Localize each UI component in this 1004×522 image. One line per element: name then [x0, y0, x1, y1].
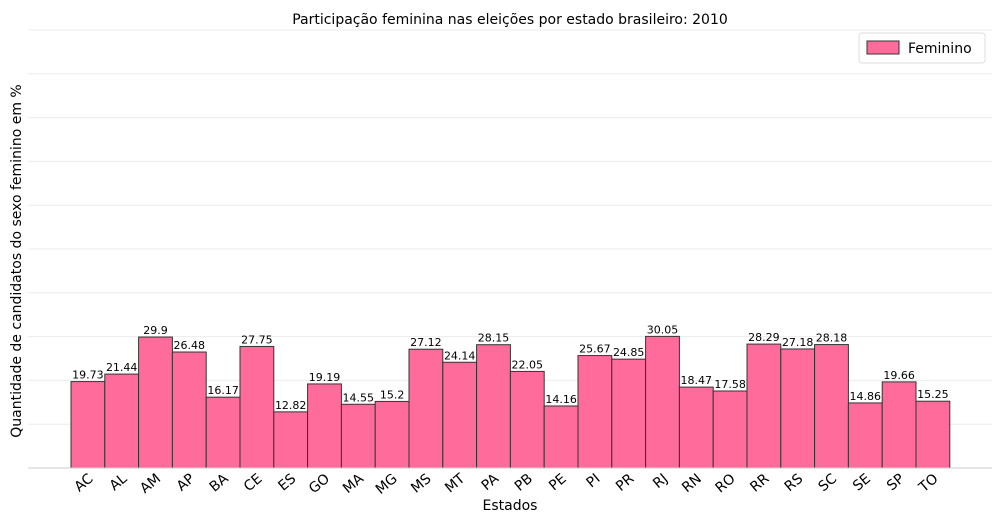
x-tick-label-sp: SP	[884, 471, 908, 494]
x-tick-label-es: ES	[275, 471, 299, 495]
x-tick-label-ap: AP	[174, 471, 198, 495]
x-tick-label-mg: MG	[373, 471, 401, 498]
legend-swatch	[866, 40, 900, 55]
x-tick-label-mt: MT	[442, 471, 468, 497]
x-tick-label-go: GO	[306, 471, 333, 497]
bar-am	[138, 336, 173, 469]
data-label-se: 14.86	[850, 390, 882, 403]
x-tick-label-rs: RS	[782, 471, 807, 495]
data-label-ro: 17.58	[714, 378, 746, 391]
data-label-pi: 25.67	[579, 343, 611, 356]
data-label-go: 19.19	[309, 371, 341, 384]
bar-rj	[645, 335, 680, 469]
x-tick-label-ce: CE	[241, 471, 266, 495]
data-label-to: 15.25	[917, 388, 949, 401]
bar-es	[273, 411, 309, 469]
legend-label: Feminino	[908, 41, 972, 57]
data-label-am: 29.9	[143, 324, 168, 337]
data-labels-group: 19.7321.4429.926.4816.1727.7512.8219.191…	[72, 323, 949, 411]
data-label-ms: 27.12	[410, 336, 442, 349]
data-label-es: 12.82	[275, 399, 307, 412]
x-tick-label-pb: PB	[512, 471, 536, 495]
bar-mt	[442, 361, 478, 469]
bar-ba	[205, 396, 241, 469]
bar-ac	[70, 381, 106, 469]
chart-title: Participação feminina nas eleições por e…	[292, 12, 728, 28]
data-label-ap: 26.48	[174, 339, 206, 352]
x-tick-label-pe: PE	[546, 471, 570, 494]
bar-al	[104, 373, 140, 469]
data-label-ac: 19.73	[72, 369, 104, 382]
x-tick-label-se: SE	[850, 471, 874, 495]
bar-go	[307, 383, 342, 469]
x-tick-label-ba: BA	[207, 471, 232, 496]
data-label-ce: 27.75	[241, 333, 273, 346]
bar-rr	[746, 343, 782, 469]
x-tick-label-ac: AC	[72, 471, 97, 496]
data-label-pa: 28.15	[478, 332, 510, 345]
data-label-pe: 14.16	[545, 393, 577, 406]
bars-group	[70, 335, 951, 469]
bar-to	[915, 400, 951, 469]
x-axis-label: Estados	[483, 498, 538, 514]
bar-sp	[881, 381, 917, 469]
x-tick-labels: AC AL AM AP BA CE ES GO MA MG MS MT PA PB PE PI PR RJ RN RO…	[72, 471, 942, 498]
x-tick-label-al: AL	[107, 471, 131, 495]
data-label-mt: 24.14	[444, 349, 476, 362]
bar-ma	[340, 403, 376, 469]
data-label-pb: 22.05	[512, 358, 544, 371]
data-label-rj: 30.05	[647, 323, 679, 336]
x-tick-label-pr: PR	[613, 471, 637, 495]
x-tick-label-pa: PA	[479, 471, 503, 495]
data-label-ba: 16.17	[207, 384, 239, 397]
data-label-ma: 14.55	[343, 391, 375, 404]
data-label-al: 21.44	[106, 361, 138, 374]
bar-ce	[239, 345, 275, 469]
bar-pa	[476, 344, 511, 469]
x-tick-label-rj: RJ	[650, 471, 671, 492]
bar-pb	[509, 370, 545, 469]
x-tick-label-ro: RO	[712, 471, 738, 497]
bar-mg	[374, 400, 410, 469]
x-tick-label-rr: RR	[747, 471, 772, 496]
bar-pr	[611, 358, 647, 469]
data-label-rr: 28.29	[748, 331, 780, 344]
x-tick-label-ms: MS	[408, 471, 434, 497]
bar-se	[847, 402, 883, 469]
data-label-pr: 24.85	[613, 346, 645, 359]
x-tick-label-rn: RN	[679, 471, 705, 496]
x-tick-label-sc: SC	[815, 471, 840, 495]
bar-sc	[814, 344, 849, 469]
bar-ap	[171, 351, 207, 469]
bar-pi	[577, 355, 613, 469]
y-axis-label: Quantidade de candidatos do sexo feminin…	[9, 84, 25, 437]
bar-ms	[408, 348, 444, 469]
bar-ro	[712, 390, 748, 469]
x-tick-label-am: AM	[137, 471, 164, 497]
bar-rs	[780, 348, 816, 469]
x-tick-label-ma: MA	[340, 471, 367, 497]
data-label-sp: 19.66	[883, 369, 915, 382]
bar-rn	[678, 386, 714, 469]
x-tick-label-to: TO	[915, 471, 941, 496]
x-tick-label-pi: PI	[584, 471, 604, 491]
bar-pe	[543, 405, 579, 469]
data-label-sc: 28.18	[816, 332, 848, 345]
data-label-rs: 27.18	[782, 336, 814, 349]
legend: Feminino	[858, 32, 986, 64]
data-label-rn: 18.47	[681, 374, 713, 387]
data-label-mg: 15.2	[380, 388, 405, 401]
